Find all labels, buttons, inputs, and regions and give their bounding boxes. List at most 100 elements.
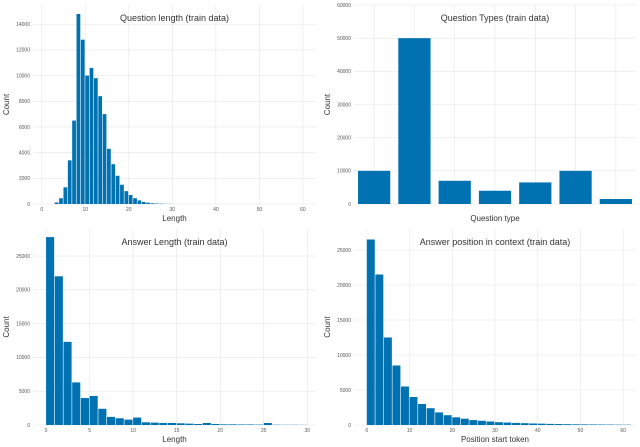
histogram-bar [115, 418, 124, 425]
x-tick-label: 50 [578, 428, 584, 434]
histogram-bar [150, 203, 155, 204]
histogram-bar [63, 187, 68, 204]
x-axis-label: Question type [470, 214, 520, 223]
histogram-bar [418, 404, 427, 425]
histogram-bar [263, 422, 272, 425]
histogram-bar [137, 200, 142, 204]
histogram-bar [383, 337, 392, 425]
y-axis-label: Count [323, 316, 332, 338]
histogram-bar [246, 424, 255, 425]
histogram-bar [59, 198, 63, 204]
x-tick-label: 20 [449, 428, 455, 434]
histogram-bar [98, 96, 103, 204]
histogram-bar [167, 422, 177, 425]
y-tick-label: 10000 [16, 73, 30, 79]
histogram-bar [54, 276, 63, 425]
histogram-bar [133, 198, 137, 204]
y-tick-label: 25000 [16, 254, 30, 260]
histogram-bar [237, 424, 246, 425]
histogram-bar [72, 120, 76, 204]
histogram-bar [366, 239, 375, 425]
histogram-bar [67, 160, 72, 204]
histogram-bar [124, 419, 133, 425]
x-tick-label: 10 [82, 207, 88, 213]
chart-title: Answer position in context (train data) [420, 237, 571, 247]
histogram-bar [375, 274, 384, 425]
x-tick-label: 60 [620, 428, 626, 434]
x-tick-label: 20 [126, 207, 132, 213]
x-tick-label: 30 [170, 207, 176, 213]
histogram-bar [185, 423, 194, 425]
bar-which [519, 182, 552, 204]
y-tick-label: 15000 [337, 318, 351, 324]
x-tick-label: 10 [130, 428, 136, 434]
histogram-bar [63, 341, 72, 425]
y-tick-label: 0 [27, 423, 30, 429]
y-tick-label: 6000 [19, 125, 30, 131]
y-tick-label: 0 [348, 202, 351, 208]
histogram-bar [85, 75, 89, 204]
histogram-bar [580, 424, 589, 425]
histogram-bar [537, 423, 546, 425]
chart-title: Question Types (train data) [441, 13, 549, 23]
histogram-bar [54, 202, 59, 204]
histogram-bar [133, 417, 142, 425]
histogram-bar [107, 148, 111, 204]
histogram-bar [89, 395, 98, 425]
chart-3: 0 5000 10000 15000 20000 25000 0 5 10 15 20 25 30 Ans… [2, 229, 316, 444]
histogram-bar [228, 424, 238, 425]
histogram-bar [563, 424, 572, 425]
y-tick-label: 12000 [16, 48, 30, 54]
x-axis-label: Length [162, 435, 186, 444]
x-tick-label: 0 [40, 207, 43, 213]
bar-how [358, 170, 391, 204]
x-axis-label: Length [162, 214, 186, 223]
x-tick-label: 5 [88, 428, 91, 434]
histogram-bar [46, 237, 55, 425]
histogram-bar [443, 415, 452, 425]
x-tick-label: 50 [257, 207, 263, 213]
histogram-bar [503, 422, 512, 425]
y-axis-label: Count [2, 316, 11, 338]
histogram-bar [93, 78, 98, 204]
histogram-bar [128, 195, 133, 204]
x-tick-label: 40 [213, 207, 219, 213]
histogram-bar [401, 386, 409, 425]
y-tick-label: 40000 [337, 69, 351, 75]
histogram-bar [520, 423, 529, 425]
x-tick-label: 15 [174, 428, 180, 434]
histogram-bar [80, 39, 85, 204]
histogram-bar [120, 184, 124, 204]
histogram-bar [202, 422, 211, 425]
histogram-bar [546, 423, 555, 425]
y-tick-label: 30000 [337, 102, 351, 108]
chart-title: Answer Length (train data) [121, 237, 227, 247]
histogram-bar [124, 191, 129, 204]
x-axis-label: Position start token [461, 435, 529, 444]
histogram-bar [435, 412, 444, 425]
histogram-bar [571, 424, 580, 425]
bar-what [398, 38, 431, 204]
x-tick-label: 40 [535, 428, 541, 434]
histogram-bar [469, 420, 478, 425]
chart-4: 0 5000 10000 15000 20000 25000 0 10 20 30 40 50 60 An… [323, 229, 636, 444]
y-tick-label: 10000 [337, 169, 351, 175]
histogram-bar [426, 408, 435, 425]
y-tick-label: 5000 [19, 389, 30, 395]
chart-2: 0 10000 20000 30000 40000 50000 60000 Question … [323, 3, 636, 223]
histogram-bar [107, 416, 116, 425]
histogram-bar [115, 175, 120, 204]
histogram-bar [141, 201, 146, 204]
y-axis-label: Count [2, 93, 11, 115]
histogram-bar [98, 408, 107, 425]
histogram-bar [154, 203, 159, 204]
y-tick-label: 2000 [19, 176, 30, 182]
x-tick-label: 25 [261, 428, 267, 434]
y-tick-label: 20000 [337, 135, 351, 141]
histogram-bar [512, 422, 521, 425]
y-tick-label: 5000 [340, 388, 351, 394]
x-tick-label: 10 [407, 428, 413, 434]
histogram-bar [146, 202, 150, 204]
x-tick-label: 30 [305, 428, 311, 434]
